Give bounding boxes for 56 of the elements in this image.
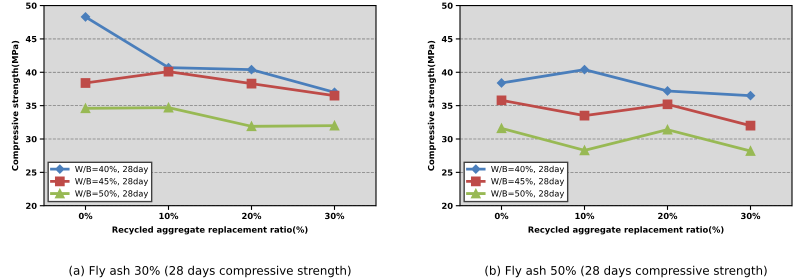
x-tick-label: 20%	[242, 212, 262, 220]
point	[580, 145, 590, 156]
y-axis-title: Compressive strength(MPa)	[12, 40, 20, 171]
point	[746, 146, 756, 156]
point	[80, 12, 90, 22]
point	[580, 110, 590, 121]
y-tick-label: 35	[442, 102, 452, 109]
point	[746, 120, 756, 131]
x-tick-label: 20%	[658, 212, 678, 220]
point	[662, 124, 672, 135]
legend-label: W/B=45%, 28day	[491, 178, 564, 186]
y-tick-label: 45	[442, 36, 452, 42]
point	[580, 64, 590, 74]
point	[164, 66, 174, 76]
point	[496, 78, 506, 88]
legend-label: W/B=50%, 28day	[75, 190, 148, 198]
legend-label: W/B=50%, 28day	[491, 190, 564, 198]
point	[330, 120, 340, 131]
point	[246, 64, 256, 74]
point	[496, 123, 506, 134]
y-tick-label: 25	[26, 169, 36, 176]
point	[164, 102, 174, 113]
point	[80, 103, 90, 114]
y-tick-label: 20	[26, 202, 37, 210]
x-axis-title: Recycled aggregate replacement ratio(%)	[528, 226, 724, 234]
y-tick-label: 30	[442, 136, 453, 142]
y-tick-label: 45	[26, 36, 36, 42]
x-tick-label: 30%	[325, 212, 344, 220]
point	[246, 121, 256, 132]
x-tick-label: 10%	[159, 212, 178, 220]
y-axis-title: Compressive strength(MPa)	[428, 40, 436, 171]
text: (a) Fly ash 30% (28 days compressive strength)	[69, 266, 351, 278]
point	[662, 99, 672, 110]
y-tick-label: 25	[442, 169, 452, 176]
legend-label: W/B=40%, 28day	[491, 166, 564, 174]
x-tick-label: 10%	[575, 212, 594, 220]
x-tick-label: 0%	[494, 212, 508, 220]
y-tick-label: 50	[26, 2, 37, 9]
x-tick-label: 0%	[78, 212, 92, 220]
y-tick-label: 40	[26, 69, 37, 76]
y-tick-label: 50	[442, 2, 453, 9]
y-tick-label: 30	[26, 136, 37, 142]
point	[496, 95, 506, 106]
legend-label: W/B=40%, 28day	[75, 166, 148, 174]
point	[330, 90, 340, 100]
y-tick-label: 35	[26, 102, 36, 109]
y-tick-label: 20	[442, 202, 453, 210]
x-tick-label: 30%	[741, 212, 760, 220]
y-tick-label: 40	[442, 69, 453, 76]
point	[80, 78, 90, 88]
point	[246, 78, 256, 88]
point	[662, 86, 672, 96]
legend-label: W/B=45%, 28day	[75, 178, 148, 186]
text: (b) Fly ash 50% (28 days compressive strength)	[485, 266, 767, 278]
point	[746, 91, 756, 100]
x-axis-title: Recycled aggregate replacement ratio(%)	[112, 226, 308, 234]
